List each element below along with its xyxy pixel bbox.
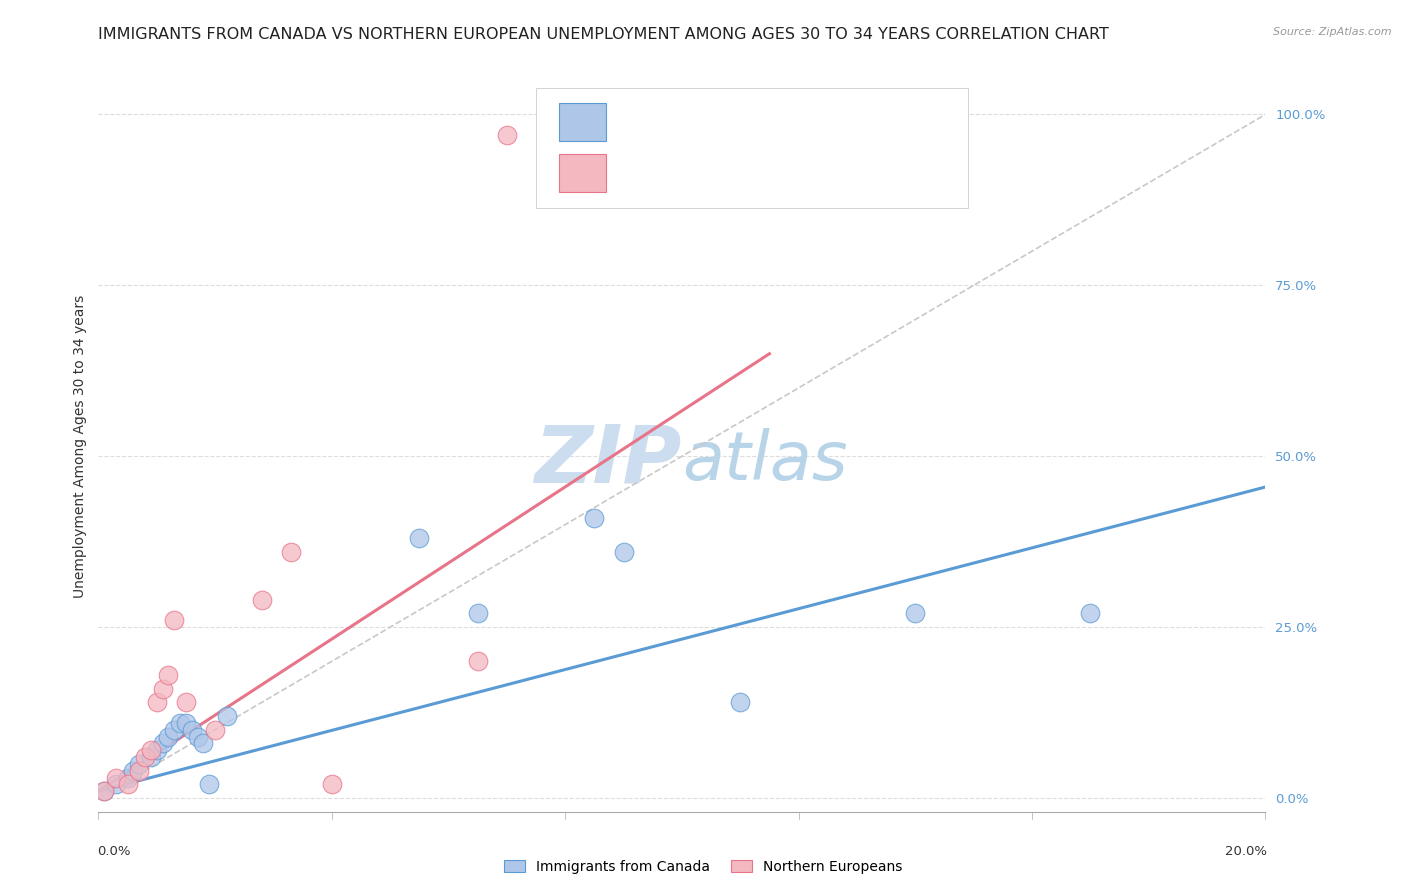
Point xyxy=(215,709,238,723)
Point xyxy=(128,764,150,778)
Y-axis label: Unemployment Among Ages 30 to 34 years: Unemployment Among Ages 30 to 34 years xyxy=(73,294,87,598)
Point xyxy=(117,771,139,785)
Point xyxy=(583,510,606,524)
Point xyxy=(180,723,202,737)
Point xyxy=(1080,607,1102,621)
Point xyxy=(280,545,302,559)
Point xyxy=(152,681,174,696)
Point xyxy=(117,777,139,791)
Point xyxy=(139,743,162,757)
Point xyxy=(146,695,169,709)
Text: N =: N = xyxy=(787,114,821,129)
Text: 0.0%: 0.0% xyxy=(97,845,131,857)
Text: 20.0%: 20.0% xyxy=(1225,845,1267,857)
Point xyxy=(122,764,145,778)
Point xyxy=(187,730,209,744)
Point xyxy=(408,531,430,545)
Text: R =: R = xyxy=(621,166,654,181)
Point xyxy=(467,607,489,621)
Text: IMMIGRANTS FROM CANADA VS NORTHERN EUROPEAN UNEMPLOYMENT AMONG AGES 30 TO 34 YEA: IMMIGRANTS FROM CANADA VS NORTHERN EUROP… xyxy=(98,27,1109,42)
Text: 17: 17 xyxy=(844,166,865,181)
FancyBboxPatch shape xyxy=(560,154,606,192)
Point xyxy=(467,654,489,668)
Point xyxy=(157,730,180,744)
Point xyxy=(612,545,634,559)
Point xyxy=(93,784,115,798)
Point xyxy=(104,777,127,791)
Text: 24: 24 xyxy=(844,114,865,129)
Text: N =: N = xyxy=(787,166,821,181)
Text: ZIP: ZIP xyxy=(534,422,682,500)
Text: 0.540: 0.540 xyxy=(676,114,724,129)
Point xyxy=(93,784,115,798)
Point xyxy=(193,736,215,750)
Point xyxy=(157,668,180,682)
Point xyxy=(904,607,927,621)
Point xyxy=(163,613,186,627)
Point xyxy=(152,736,174,750)
Point xyxy=(104,771,127,785)
Point xyxy=(139,750,162,764)
Legend: Immigrants from Canada, Northern Europeans: Immigrants from Canada, Northern Europea… xyxy=(496,853,910,880)
Point xyxy=(174,715,197,730)
Point xyxy=(169,715,191,730)
Text: 0.419: 0.419 xyxy=(676,166,724,181)
FancyBboxPatch shape xyxy=(536,87,967,209)
Point xyxy=(198,777,221,791)
Point xyxy=(495,128,517,142)
Point xyxy=(134,750,156,764)
Text: Source: ZipAtlas.com: Source: ZipAtlas.com xyxy=(1274,27,1392,37)
Point xyxy=(163,723,186,737)
Point xyxy=(128,756,150,771)
Point xyxy=(728,695,751,709)
Point xyxy=(174,695,197,709)
Text: R =: R = xyxy=(621,114,654,129)
Point xyxy=(146,743,169,757)
FancyBboxPatch shape xyxy=(560,103,606,141)
Text: atlas: atlas xyxy=(682,427,848,493)
Point xyxy=(204,723,226,737)
Point xyxy=(250,592,273,607)
Point xyxy=(321,777,343,791)
